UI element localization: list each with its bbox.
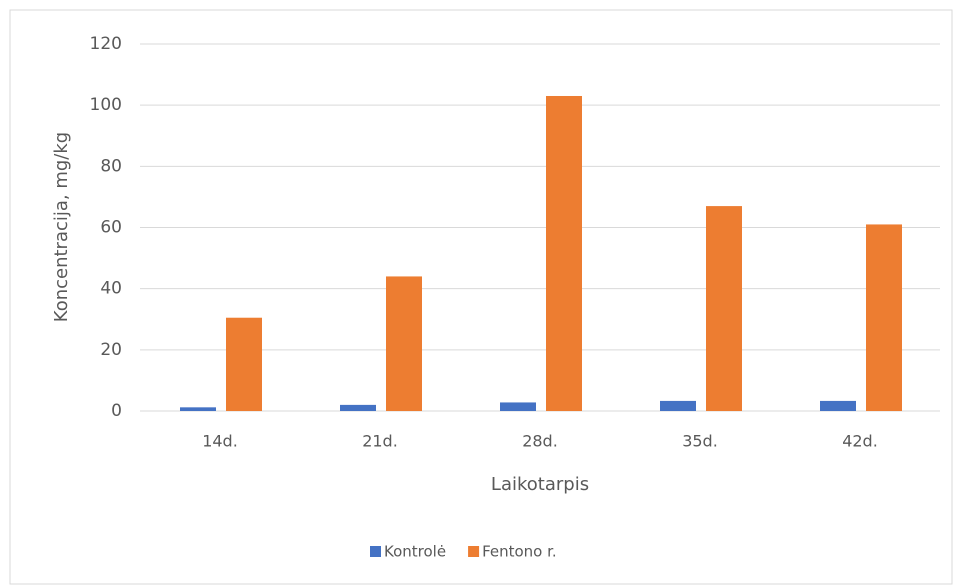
legend-swatch xyxy=(370,546,381,557)
bar xyxy=(660,400,696,411)
x-axis-title: Laikotarpis xyxy=(491,474,589,495)
legend-label: Fentono r. xyxy=(482,543,557,561)
y-tick-label: 60 xyxy=(100,218,122,238)
bar xyxy=(340,404,376,411)
y-tick-label: 100 xyxy=(90,95,122,115)
bar xyxy=(226,317,262,411)
bar xyxy=(546,95,582,411)
x-tick-label: 14d. xyxy=(202,432,238,451)
y-axis-title: Koncentracija, mg/kg xyxy=(51,132,72,322)
x-tick-label: 42d. xyxy=(842,432,878,451)
y-tick-label: 80 xyxy=(100,156,122,176)
y-tick-label: 0 xyxy=(111,401,122,421)
legend-label: Kontrolė xyxy=(384,543,446,561)
bar xyxy=(706,206,742,411)
bar xyxy=(866,224,902,411)
x-tick-label: 21d. xyxy=(362,432,398,451)
legend-swatch xyxy=(468,546,480,557)
bar xyxy=(820,400,856,411)
x-tick-label: 35d. xyxy=(682,432,718,451)
y-tick-label: 40 xyxy=(100,279,122,299)
bar xyxy=(386,276,422,411)
chart-frame xyxy=(9,9,953,585)
bar xyxy=(180,407,216,411)
x-tick-label: 28d. xyxy=(522,432,558,451)
bar xyxy=(500,402,536,411)
y-tick-label: 20 xyxy=(100,340,122,360)
y-tick-label: 120 xyxy=(90,34,122,54)
